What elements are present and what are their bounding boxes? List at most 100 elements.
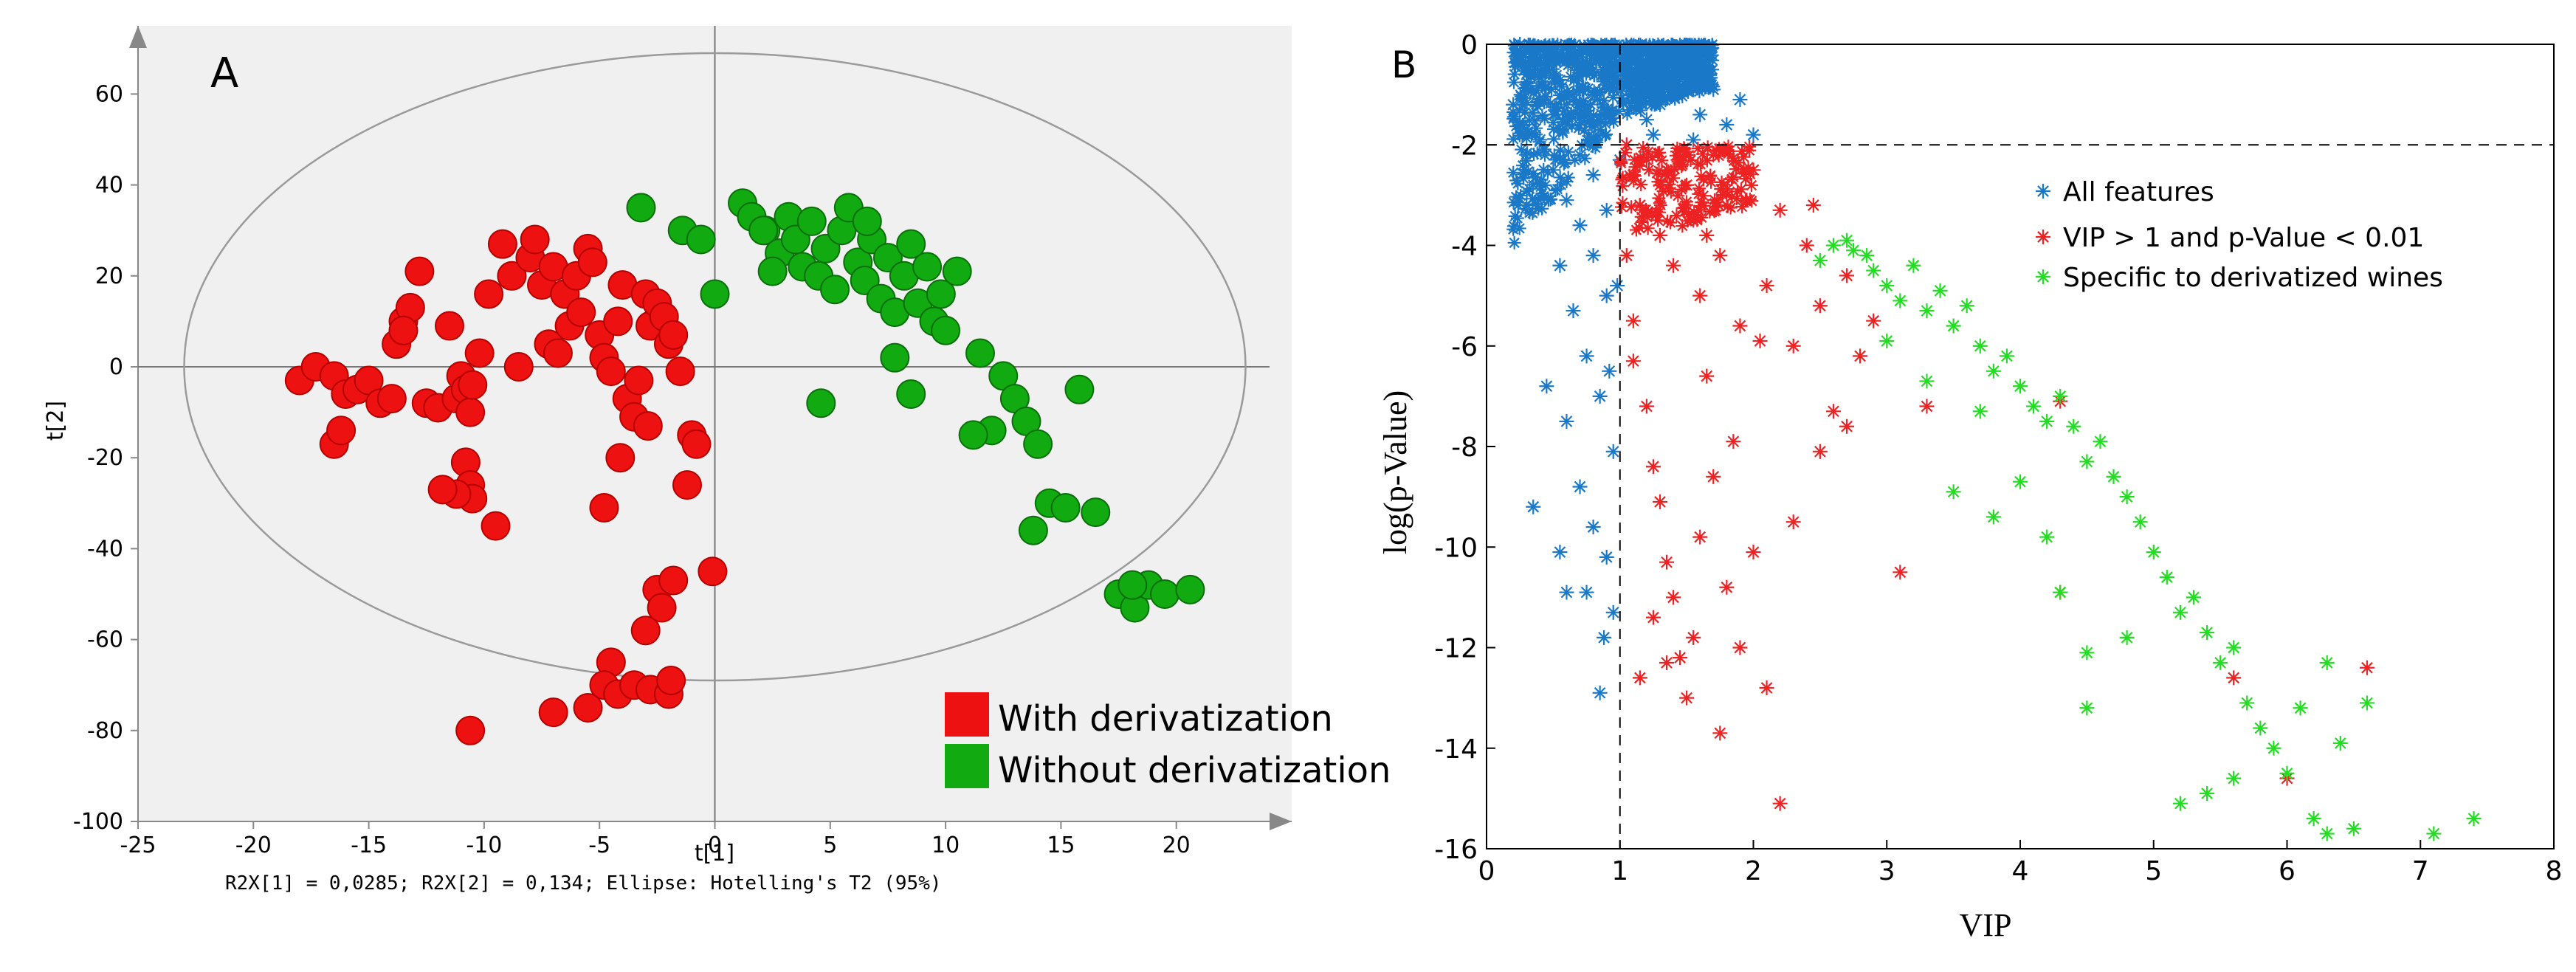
panel-b-legend-markers [2036, 184, 2050, 284]
all-features-point [1575, 84, 1589, 98]
vip-p-value-point [1629, 223, 1643, 237]
vip-p-value-point [1812, 444, 1828, 459]
specific-derivatized-point [2226, 640, 2242, 655]
all-features-point [1732, 92, 1748, 107]
vip-p-value-point [1686, 630, 1701, 645]
vip-p-value-point [1652, 494, 1667, 509]
all-features-point [1605, 604, 1621, 620]
point-without-derivatization [820, 275, 850, 305]
panel-a-y-tick-label: -20 [87, 445, 123, 471]
panel-b-y-tick-label: -12 [1434, 634, 1478, 664]
all-features-point [1599, 202, 1614, 218]
panel-b-x-tick-label: 8 [2546, 856, 2563, 886]
vip-p-value-point [1614, 156, 1628, 170]
all-features-point [1530, 146, 1544, 160]
all-features-point [1552, 545, 1568, 560]
all-features-point [1541, 193, 1555, 207]
vip-p-value-point [1707, 204, 1721, 218]
specific-derivatized-point [2239, 695, 2255, 711]
all-features-point [1639, 112, 1654, 128]
vip-p-value-point [1625, 313, 1641, 328]
vip-p-value-point [1679, 177, 1695, 193]
vip-p-value-point [1812, 298, 1828, 314]
all-features-point [1520, 95, 1534, 109]
specific-derivatized-point [2200, 625, 2215, 641]
specific-derivatized-point [2346, 821, 2361, 836]
vip-p-value-point [1692, 203, 1706, 217]
panel-b-y-tick-label: 0 [1461, 30, 1478, 61]
panel-b-points [1506, 37, 2482, 841]
panel-b-tick-labels: 0 1 2 3 4 5 6 7 8 0 -2 -4 -6 -8 -10 -12 -14 -16 [1434, 30, 2562, 886]
vip-p-value-point [1625, 200, 1639, 214]
point-without-derivatization [942, 256, 972, 286]
vip-p-value-point [1661, 214, 1675, 228]
all-features-point [1559, 413, 1574, 429]
vip-p-value-point [1726, 434, 1741, 449]
point-with-derivatization [665, 356, 695, 387]
specific-derivatized-point [1906, 258, 1921, 273]
specific-derivatized-point [2200, 786, 2215, 802]
point-without-derivatization [757, 256, 788, 286]
point-without-derivatization [748, 216, 779, 246]
specific-derivatized-point [2466, 811, 2482, 827]
vip-p-value-point [1680, 198, 1694, 212]
point-without-derivatization [1150, 579, 1180, 609]
all-features-point [1572, 39, 1588, 55]
point-with-derivatization [566, 297, 596, 328]
point-with-derivatization [458, 370, 488, 400]
point-with-derivatization [487, 229, 517, 259]
legend-marker-specific-derivatized [2036, 269, 2050, 284]
panel-a-hotelling-ellipse [183, 52, 1247, 682]
vip-p-value-point [1721, 199, 1735, 213]
point-with-derivatization [503, 352, 534, 382]
specific-derivatized-point [2319, 655, 2335, 670]
panel-a-x-tick-label: 10 [931, 833, 960, 858]
all-features-point [1706, 63, 1720, 77]
vip-p-value-point [1692, 529, 1708, 545]
panel-b-x-tick-label: 3 [1878, 856, 1895, 886]
vip-p-value-point [1735, 182, 1749, 196]
specific-derivatized-point [1866, 263, 1881, 278]
all-features-point [1552, 77, 1568, 92]
all-features-point [1537, 162, 1551, 176]
all-features-point [1511, 176, 1525, 190]
specific-derivatized-point [2186, 590, 2201, 605]
vip-p-value-point [1853, 348, 1868, 364]
specific-derivatized-point [2226, 771, 2242, 786]
vip-p-value-point [1739, 193, 1754, 208]
vip-p-value-point [1746, 162, 1761, 178]
panel-b-legend: All features VIP > 1 and p-Value < 0.01 … [2036, 177, 2443, 293]
specific-derivatized-point [2293, 700, 2308, 716]
panel-b-label: B [1391, 44, 1416, 86]
point-with-derivatization [656, 666, 686, 696]
panel-a-y-tick-label: 60 [95, 81, 123, 107]
point-with-derivatization [404, 256, 435, 286]
specific-derivatized-point [1972, 338, 1988, 354]
vip-p-value-point [1641, 204, 1655, 218]
all-features-point [1685, 64, 1699, 78]
all-features-point [1597, 630, 1612, 645]
panel-a-x-tick-label: -25 [120, 833, 156, 858]
all-features-point [1579, 348, 1594, 364]
all-features-point [1692, 107, 1708, 123]
panel-b-y-tick-label: -6 [1451, 332, 1478, 362]
point-without-derivatization [880, 342, 910, 373]
vip-p-value-point [1653, 196, 1667, 210]
vip-p-value-point [1692, 182, 1706, 196]
point-without-derivatization [1018, 515, 1048, 545]
vip-p-value-point [2359, 660, 2374, 675]
panel-a-x-tick-label: -5 [588, 833, 610, 858]
vip-p-value-point [1632, 198, 1647, 213]
all-features-point [1559, 193, 1574, 208]
specific-derivatized-point [1946, 318, 1961, 334]
vip-p-value-point [1642, 162, 1656, 176]
all-features-point [1610, 278, 1625, 293]
all-features-point [1583, 97, 1597, 111]
all-features-point [1587, 42, 1601, 56]
all-features-point [1642, 79, 1656, 93]
vip-p-value-point [1839, 268, 1855, 283]
specific-derivatized-point [2306, 811, 2321, 827]
all-features-point [1592, 388, 1608, 404]
panel-a-tick-labels: -25 -20 -15 -10 -5 0 5 10 15 20 -100 -80 -60 -40 -20 0 2… [73, 81, 1191, 858]
point-with-derivatization [481, 511, 511, 541]
